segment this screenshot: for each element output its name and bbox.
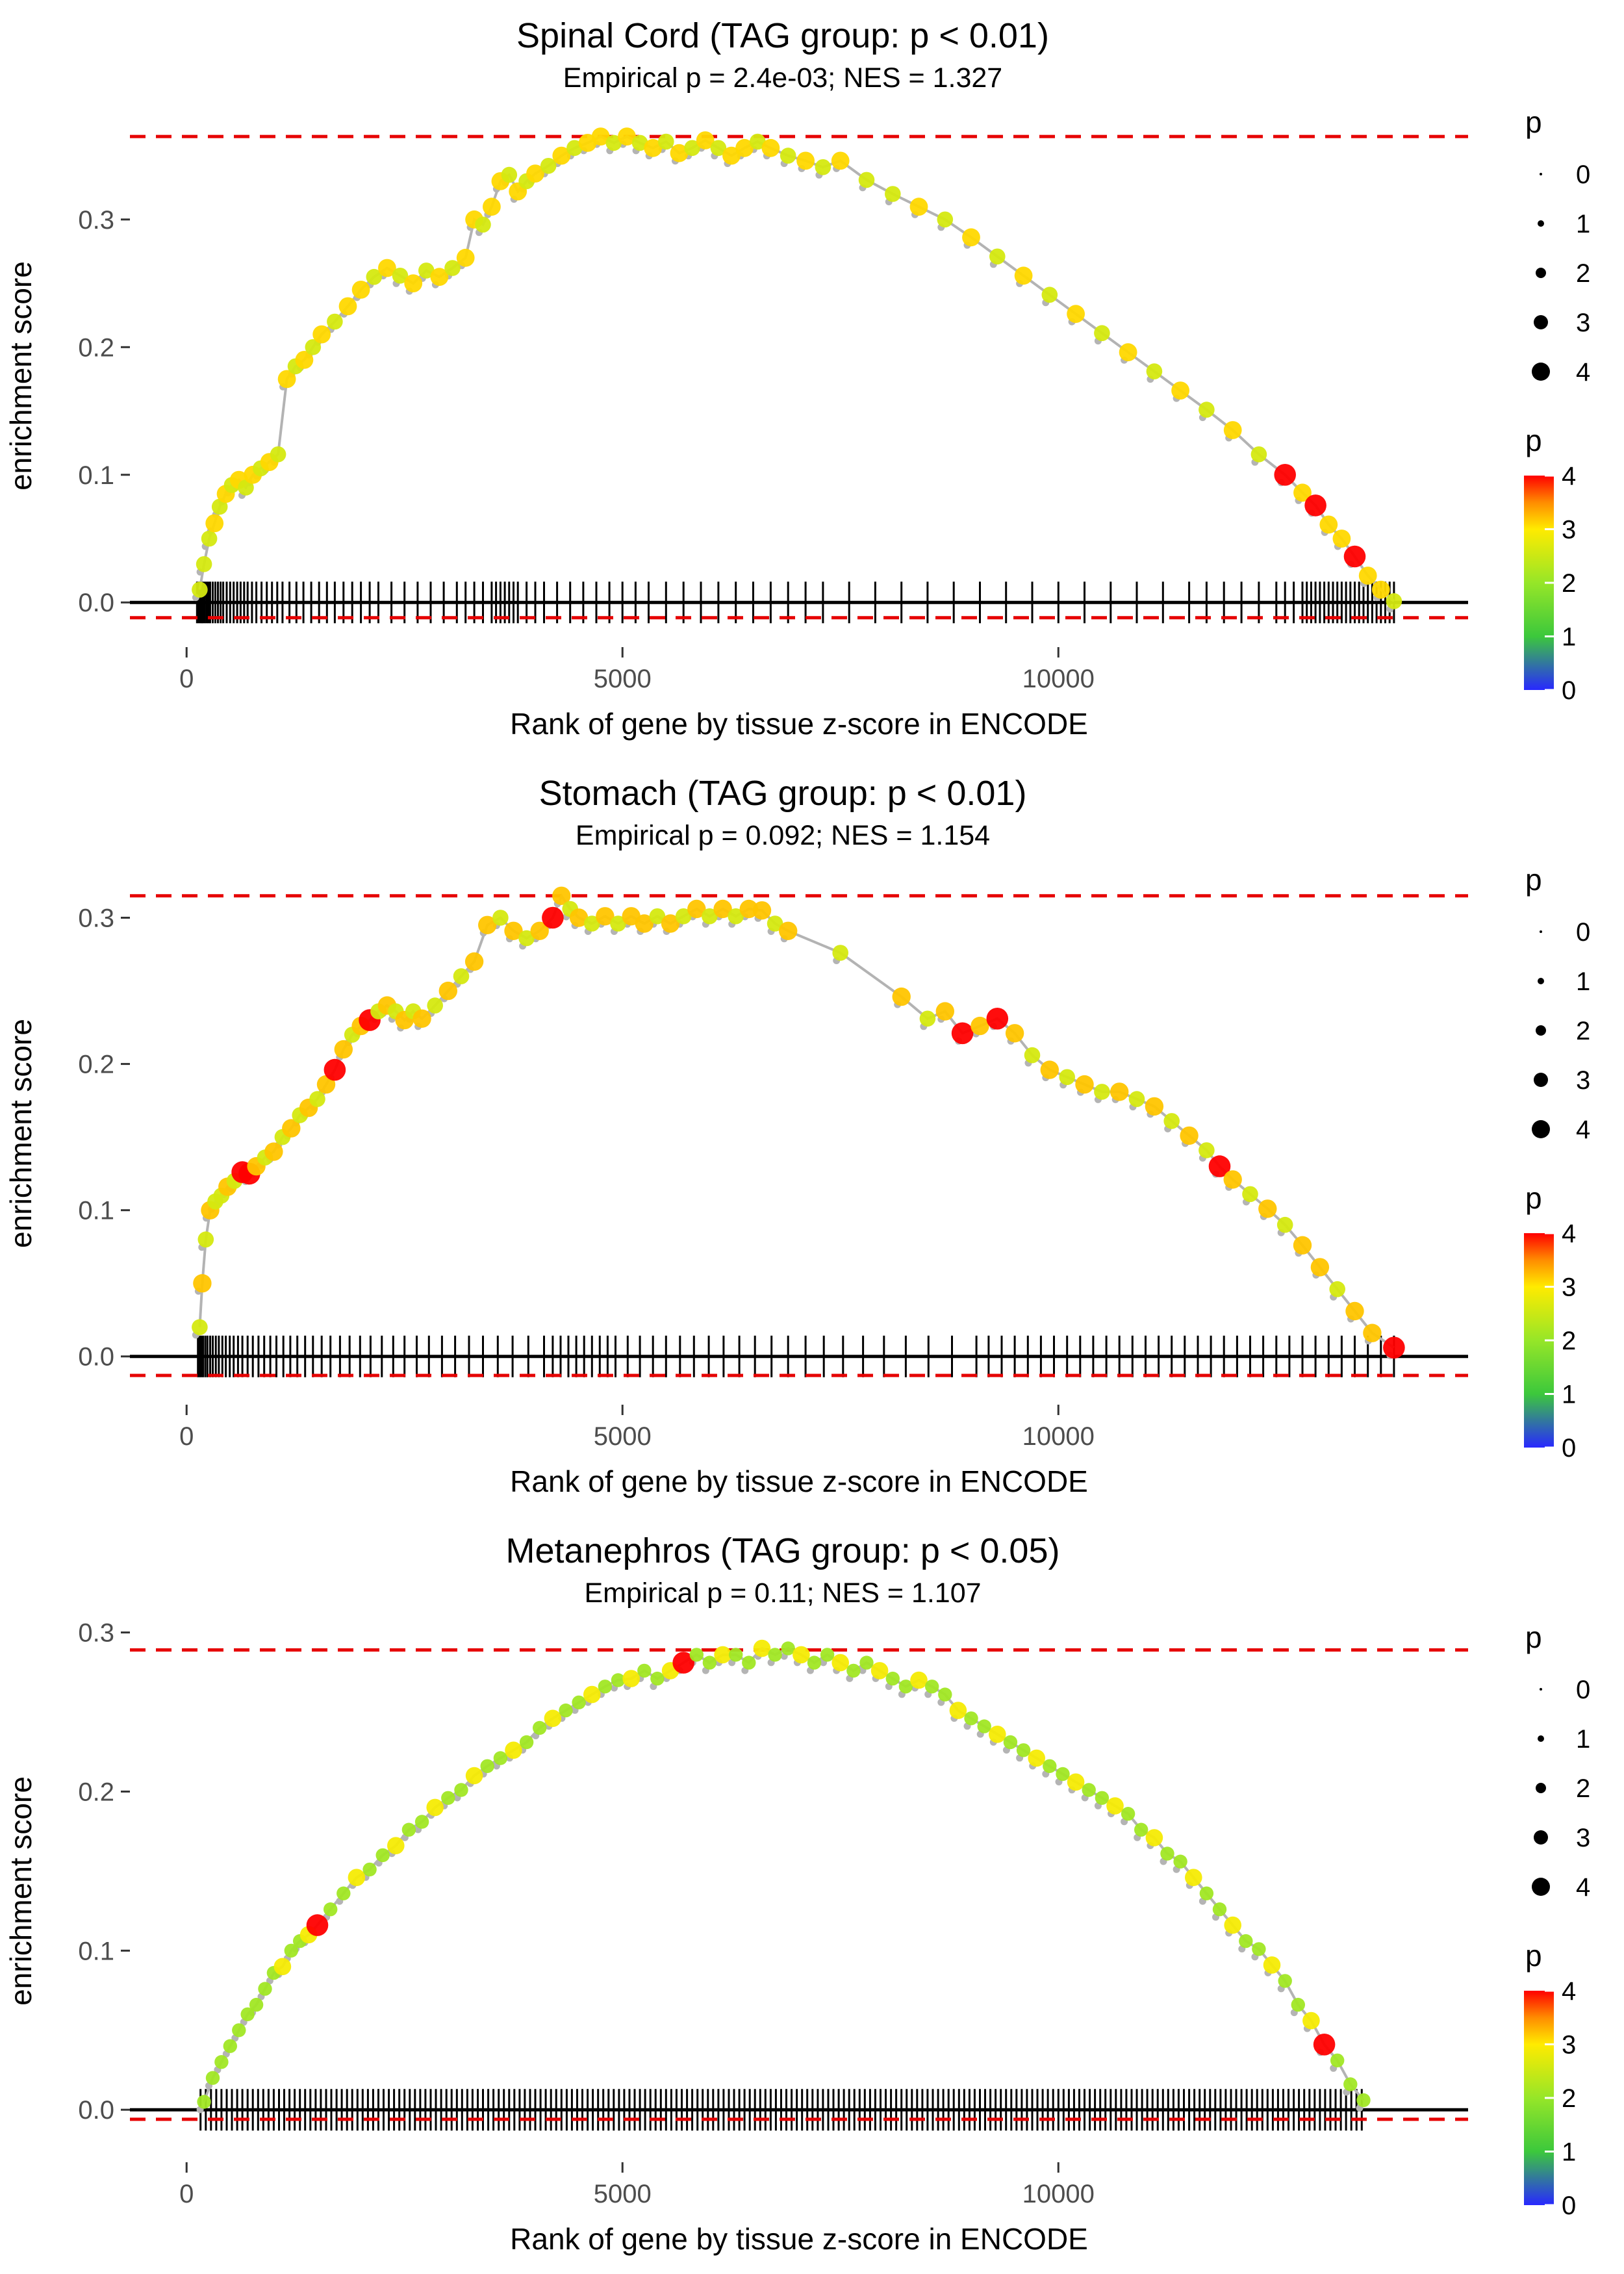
svg-text:0: 0 [1576,160,1590,189]
svg-text:0.2: 0.2 [78,333,114,362]
svg-text:2: 2 [1562,2084,1576,2113]
svg-text:1: 1 [1576,1725,1590,1754]
svg-text:0.3: 0.3 [78,206,114,235]
svg-text:0.0: 0.0 [78,589,114,617]
panel-header: Stomach (TAG group: p < 0.01) Empirical … [0,758,1566,852]
svg-text:p: p [1525,105,1542,139]
svg-text:3: 3 [1562,1273,1576,1302]
svg-text:enrichment score: enrichment score [4,1019,38,1248]
svg-text:0: 0 [1576,1676,1590,1704]
svg-text:0.1: 0.1 [78,1197,114,1225]
enrichment-chart: 0.0 0.1 0.2 0.3 0 5000 10000 Rank of gene by ti… [0,95,1624,758]
svg-text:p: p [1525,1181,1542,1215]
svg-text:0: 0 [1562,2191,1576,2220]
svg-text:0: 0 [179,1422,194,1451]
svg-text:5000: 5000 [594,1422,652,1451]
svg-text:enrichment score: enrichment score [4,261,38,491]
svg-text:4: 4 [1576,1873,1590,1902]
svg-text:p: p [1525,863,1542,897]
panel-header: Spinal Cord (TAG group: p < 0.01) Empiri… [0,0,1566,95]
svg-text:0.2: 0.2 [78,1778,114,1806]
svg-text:10000: 10000 [1022,665,1095,693]
svg-text:4: 4 [1562,1977,1576,2006]
panel-header: Metanephros (TAG group: p < 0.05) Empiri… [0,1515,1566,1610]
svg-text:0.0: 0.0 [78,2096,114,2125]
svg-text:Rank of gene by tissue z-score: Rank of gene by tissue z-score in ENCODE [510,2222,1088,2256]
svg-text:4: 4 [1576,1116,1590,1144]
svg-text:1: 1 [1576,210,1590,238]
svg-text:p: p [1525,1939,1542,1973]
svg-text:3: 3 [1562,2031,1576,2060]
svg-text:2: 2 [1562,1327,1576,1355]
svg-text:4: 4 [1562,462,1576,491]
svg-text:Rank of gene by tissue z-score: Rank of gene by tissue z-score in ENCODE [510,1464,1088,1498]
svg-text:1: 1 [1562,1381,1576,1409]
svg-text:0: 0 [179,665,194,693]
svg-text:5000: 5000 [594,2180,652,2208]
svg-text:2: 2 [1576,1017,1590,1045]
svg-text:3: 3 [1562,516,1576,544]
svg-text:1: 1 [1562,623,1576,652]
svg-text:Rank of gene by tissue z-score: Rank of gene by tissue z-score in ENCODE [510,707,1088,741]
svg-text:p: p [1525,1620,1542,1654]
svg-text:1: 1 [1576,967,1590,996]
svg-text:10000: 10000 [1022,1422,1095,1451]
svg-text:0: 0 [179,2180,194,2208]
enrichment-panel-metanephros: Metanephros (TAG group: p < 0.05) Empiri… [0,1515,1624,2273]
svg-text:2: 2 [1576,259,1590,288]
svg-text:0: 0 [1562,676,1576,705]
panel-subtitle: Empirical p = 0.092; NES = 1.154 [575,820,991,851]
enrichment-panel-spinal-cord: Spinal Cord (TAG group: p < 0.01) Empiri… [0,0,1624,758]
svg-text:4: 4 [1562,1220,1576,1248]
panel-title: Spinal Cord (TAG group: p < 0.01) [516,16,1049,55]
panel-subtitle: Empirical p = 2.4e-03; NES = 1.327 [563,62,1003,94]
svg-text:p: p [1525,424,1542,457]
panel-title: Metanephros (TAG group: p < 0.05) [505,1531,1060,1570]
svg-text:2: 2 [1576,1774,1590,1803]
svg-text:3: 3 [1576,1824,1590,1852]
panel-subtitle: Empirical p = 0.11; NES = 1.107 [584,1578,982,1609]
svg-text:4: 4 [1576,358,1590,387]
svg-text:0.0: 0.0 [78,1343,114,1372]
svg-text:1: 1 [1562,2138,1576,2167]
svg-text:2: 2 [1562,569,1576,598]
svg-text:0.3: 0.3 [78,1619,114,1648]
svg-text:0.2: 0.2 [78,1051,114,1079]
panel-title: Stomach (TAG group: p < 0.01) [539,774,1027,813]
svg-text:3: 3 [1576,309,1590,337]
svg-text:0.1: 0.1 [78,461,114,490]
svg-text:enrichment score: enrichment score [4,1776,38,2006]
svg-text:0.1: 0.1 [78,1937,114,1965]
svg-text:0: 0 [1576,918,1590,947]
svg-text:3: 3 [1576,1066,1590,1095]
enrichment-panel-stomach: Stomach (TAG group: p < 0.01) Empirical … [0,758,1624,1515]
svg-text:10000: 10000 [1022,2180,1095,2208]
svg-text:5000: 5000 [594,665,652,693]
enrichment-chart: 0.0 0.1 0.2 0.3 0 5000 10000 Rank of gene by ti… [0,1610,1624,2273]
svg-text:0: 0 [1562,1434,1576,1463]
svg-text:0.3: 0.3 [78,904,114,933]
enrichment-chart: 0.0 0.1 0.2 0.3 0 5000 10000 Rank of gene by ti… [0,852,1624,1515]
